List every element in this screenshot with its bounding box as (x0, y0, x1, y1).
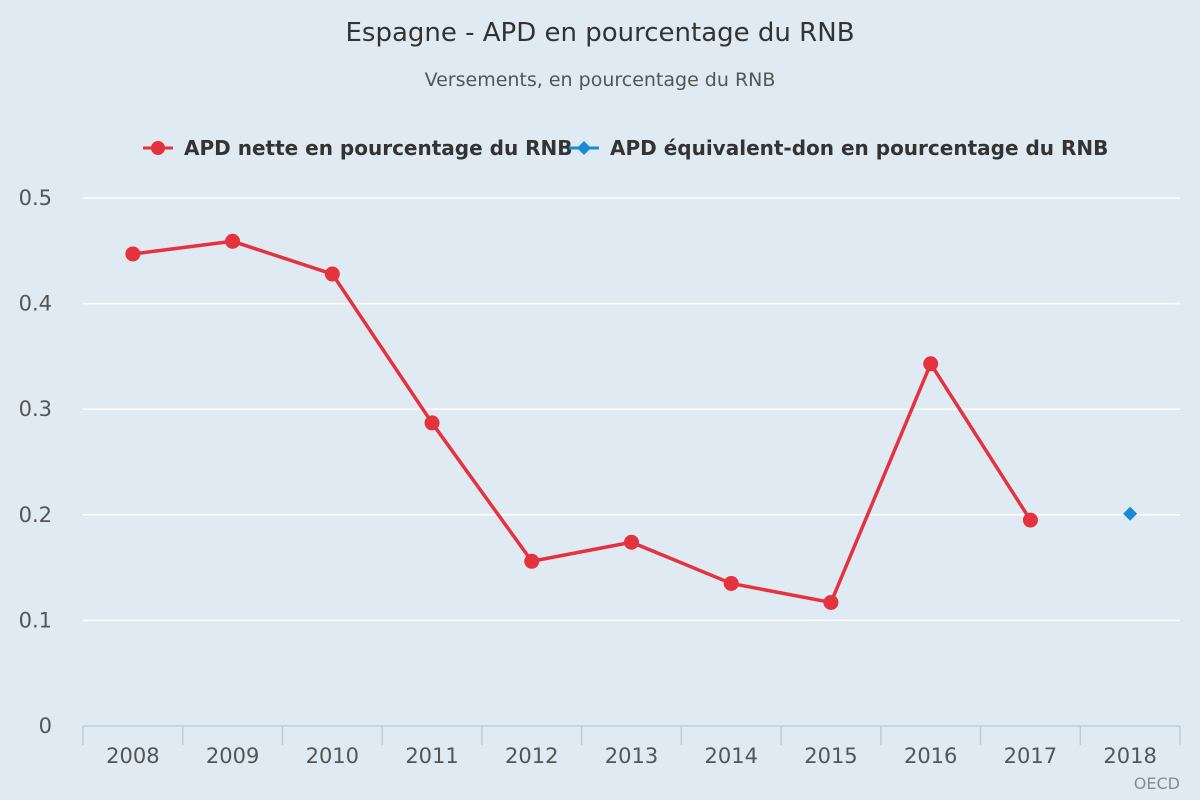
plot-area (125, 233, 1138, 610)
x-tick-label: 2011 (405, 744, 458, 768)
legend-label-grant-equivalent: APD équivalent-don en pourcentage du RNB (610, 136, 1108, 160)
data-point[interactable] (225, 233, 241, 249)
data-point[interactable] (1123, 506, 1138, 521)
y-tick-label: 0.4 (19, 292, 52, 316)
data-point[interactable] (823, 594, 839, 610)
chart-subtitle: Versements, en pourcentage du RNB (425, 69, 776, 91)
x-tick-label: 2014 (705, 744, 758, 768)
grid (83, 197, 1180, 622)
series-1 (1123, 506, 1138, 521)
data-point[interactable] (524, 553, 540, 569)
legend-item-grant-equivalent[interactable]: APD équivalent-don en pourcentage du RNB (569, 136, 1108, 160)
data-point[interactable] (424, 415, 440, 431)
series-0 (125, 233, 1038, 610)
legend: APD nette en pourcentage du RNB APD équi… (143, 136, 1108, 160)
y-tick-label: 0.2 (19, 503, 52, 527)
data-point[interactable] (125, 246, 141, 262)
x-tick-label: 2015 (804, 744, 857, 768)
y-axis: 0 0.1 0.2 0.3 0.4 0.5 (19, 186, 52, 738)
legend-marker-net-oda (151, 141, 165, 155)
x-tick-label: 2016 (904, 744, 957, 768)
x-tick-label: 2017 (1004, 744, 1057, 768)
y-tick-label: 0 (39, 714, 52, 738)
x-tick-label: 2012 (505, 744, 558, 768)
y-tick-label: 0.3 (19, 397, 52, 421)
legend-marker-grant-equivalent (577, 141, 591, 155)
x-tick-label: 2013 (605, 744, 658, 768)
legend-item-net-oda[interactable]: APD nette en pourcentage du RNB (143, 136, 573, 160)
data-point[interactable] (723, 575, 739, 591)
credit-label[interactable]: OECD (1134, 774, 1180, 793)
chart-title: Espagne - APD en pourcentage du RNB (345, 18, 854, 48)
data-point[interactable] (324, 266, 340, 282)
y-tick-label: 0.1 (19, 608, 52, 632)
x-axis: 2008 2009 2010 2011 2012 2013 2014 2015 2016 2017… (82, 725, 1181, 768)
x-tick-label: 2008 (106, 744, 159, 768)
x-tick-label: 2018 (1103, 744, 1156, 768)
series-line (131, 239, 1033, 605)
x-tick-label: 2009 (206, 744, 259, 768)
data-point[interactable] (1022, 512, 1038, 528)
x-tick-label: 2010 (306, 744, 359, 768)
data-point[interactable] (923, 356, 939, 372)
data-point[interactable] (624, 534, 639, 550)
legend-label-net-oda: APD nette en pourcentage du RNB (184, 136, 573, 160)
y-tick-label: 0.5 (19, 186, 52, 210)
